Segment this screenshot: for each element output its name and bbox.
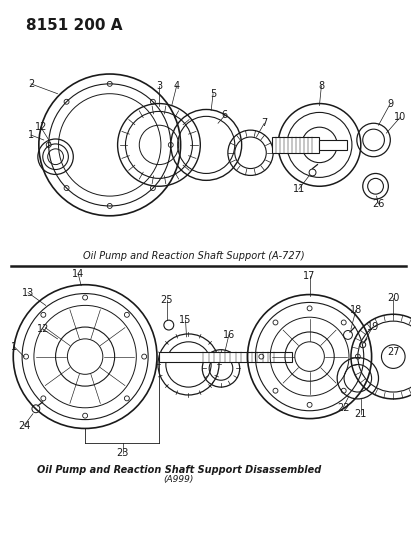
- Text: 1: 1: [28, 130, 34, 140]
- Text: 9: 9: [387, 99, 393, 109]
- Text: 11: 11: [293, 184, 305, 194]
- Text: Oil Pump and Reaction Shaft Support Disassembled: Oil Pump and Reaction Shaft Support Disa…: [37, 465, 321, 475]
- Text: Oil Pump and Reaction Shaft Support (A-727): Oil Pump and Reaction Shaft Support (A-7…: [83, 251, 304, 261]
- Text: 7: 7: [261, 118, 268, 128]
- Bar: [272, 137, 319, 153]
- Text: 8151 200 A: 8151 200 A: [26, 18, 122, 33]
- Text: 20: 20: [387, 293, 399, 303]
- Text: 16: 16: [223, 330, 235, 340]
- Text: 18: 18: [350, 305, 362, 316]
- Bar: [319, 140, 347, 150]
- Text: 15: 15: [179, 315, 192, 325]
- Text: 22: 22: [337, 403, 349, 413]
- Text: 10: 10: [394, 112, 406, 123]
- Text: 8: 8: [319, 81, 324, 91]
- Text: 13: 13: [22, 288, 34, 297]
- Text: 26: 26: [372, 199, 385, 209]
- Text: 14: 14: [72, 269, 84, 279]
- Text: 25: 25: [161, 295, 173, 305]
- Text: 23: 23: [116, 448, 129, 458]
- Text: 1: 1: [11, 342, 17, 352]
- Text: 5: 5: [210, 88, 216, 99]
- Text: 2: 2: [28, 79, 34, 89]
- Text: 17: 17: [303, 271, 316, 281]
- Text: (A999): (A999): [164, 475, 194, 484]
- Text: 12: 12: [35, 122, 47, 132]
- Text: 6: 6: [222, 110, 228, 120]
- Text: 24: 24: [18, 421, 30, 431]
- Bar: [159, 352, 292, 361]
- Text: 27: 27: [387, 346, 399, 357]
- Text: 3: 3: [156, 81, 162, 91]
- Text: 21: 21: [355, 409, 367, 419]
- Text: 12: 12: [37, 324, 49, 334]
- Text: 4: 4: [173, 81, 180, 91]
- Text: 19: 19: [367, 322, 379, 332]
